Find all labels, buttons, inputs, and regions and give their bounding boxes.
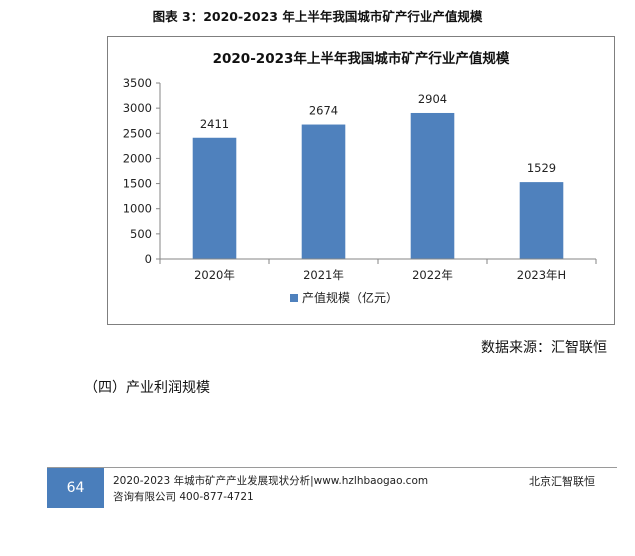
x-axis: 2020年 2021年 2022年 2023年H	[159, 258, 597, 282]
data-label: 1529	[527, 161, 556, 175]
footer-line-2: 咨询有限公司 400-877-4721	[113, 491, 254, 503]
bar	[410, 112, 455, 260]
y-tick-label: 3500	[123, 76, 152, 90]
bars	[192, 112, 564, 260]
bar-chart: 2020-2023年上半年我国城市矿产行业产值规模 0 500 1000 1500 20…	[123, 50, 597, 305]
x-tick-label: 2023年H	[517, 268, 566, 282]
figure-caption: 图表 3：2020-2023 年上半年我国城市矿产行业产值规模	[152, 9, 483, 24]
legend-label: 产值规模（亿元）	[302, 290, 398, 305]
page-number: 64	[47, 468, 104, 508]
data-label: 2674	[309, 104, 338, 118]
bar	[192, 137, 237, 259]
y-tick-label: 3000	[123, 101, 152, 115]
data-label: 2411	[200, 117, 229, 131]
y-tick-label: 2500	[123, 126, 152, 140]
y-axis: 0 500 1000 1500 2000 2500 3000 3500	[123, 76, 161, 266]
data-label: 2904	[418, 92, 447, 106]
footer-text: 2020-2023 年城市矿产产业发展现状分析|www.hzlhbaogao.c…	[113, 473, 428, 505]
data-labels: 2411 2674 2904 1529	[200, 92, 556, 175]
legend: 产值规模（亿元）	[290, 290, 398, 305]
y-tick-label: 2000	[123, 151, 152, 165]
x-tick-label: 2021年	[303, 268, 344, 282]
x-tick-label: 2020年	[194, 268, 235, 282]
source-note: 数据来源：汇智联恒	[481, 340, 607, 356]
x-tick-label: 2022年	[412, 268, 453, 282]
footer-company: 北京汇智联恒	[529, 475, 595, 488]
y-tick-label: 500	[130, 227, 152, 241]
bar	[301, 124, 346, 259]
legend-swatch	[290, 294, 298, 302]
bar	[519, 182, 564, 259]
section-heading: （四）产业利润规模	[84, 380, 210, 396]
chart-frame: 2020-2023年上半年我国城市矿产行业产值规模 0 500 1000 1500 20…	[107, 36, 615, 325]
y-tick-label: 1000	[123, 202, 152, 216]
footer-line-1: 2020-2023 年城市矿产产业发展现状分析|www.hzlhbaogao.c…	[113, 475, 429, 487]
chart-title: 2020-2023年上半年我国城市矿产行业产值规模	[213, 50, 510, 67]
y-tick-label: 0	[145, 252, 152, 266]
y-tick-label: 1500	[123, 177, 152, 191]
footer-divider	[47, 467, 617, 468]
